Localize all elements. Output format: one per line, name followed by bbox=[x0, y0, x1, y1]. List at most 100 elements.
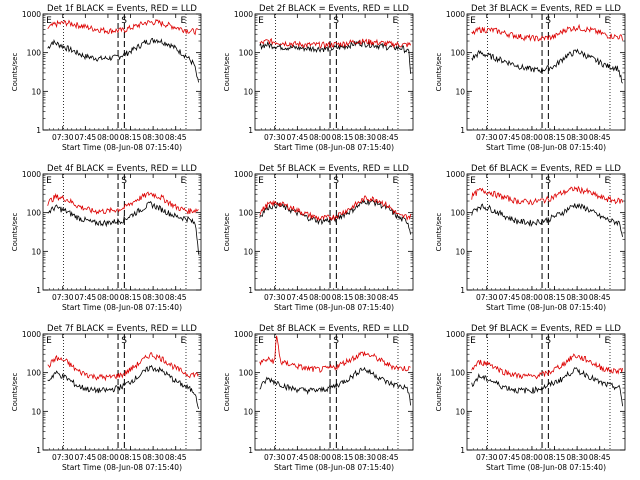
x-tick-label: 07:30 bbox=[476, 133, 498, 142]
event-marker: S bbox=[545, 16, 551, 26]
x-tick-label: 08:30 bbox=[142, 293, 164, 302]
y-tick-label: 1 bbox=[36, 126, 41, 135]
event-marker: E bbox=[258, 176, 264, 186]
y-tick-label: 1000 bbox=[446, 170, 465, 179]
detector-panel-4: Det 4f BLACK = Events, RED = LLD 1 10 100 10… bbox=[11, 164, 202, 312]
x-tick-label: 08:00 bbox=[309, 293, 331, 302]
y-tick-label: 1 bbox=[248, 286, 253, 295]
x-axis-label: Start Time (08-Jun-08 07:15:40) bbox=[486, 463, 606, 472]
x-tick-label: 08:00 bbox=[521, 293, 543, 302]
y-tick-label: 1 bbox=[460, 126, 465, 135]
y-axis-label: Counts/sec bbox=[435, 213, 443, 252]
x-tick-label: 07:30 bbox=[264, 453, 286, 462]
x-tick-label: 08:00 bbox=[521, 133, 543, 142]
x-tick-label: 08:15 bbox=[544, 453, 566, 462]
events-series-line bbox=[47, 37, 199, 83]
y-tick-label: 10 bbox=[455, 87, 465, 96]
x-tick-label: 08:45 bbox=[377, 293, 399, 302]
y-tick-label: 10 bbox=[243, 407, 253, 416]
events-series-line bbox=[259, 366, 411, 406]
events-series-line bbox=[259, 39, 411, 74]
x-axis-label: Start Time (08-Jun-08 07:15:40) bbox=[274, 143, 394, 152]
y-tick-label: 1 bbox=[460, 286, 465, 295]
x-tick-label: 08:00 bbox=[97, 453, 119, 462]
event-marker: S bbox=[545, 336, 551, 346]
lld-series-line bbox=[471, 23, 623, 42]
x-tick-label: 08:15 bbox=[544, 293, 566, 302]
lld-series-line bbox=[259, 195, 411, 222]
plot-frame bbox=[42, 173, 202, 291]
event-marker: E bbox=[392, 336, 398, 346]
x-tick-label: 08:15 bbox=[120, 133, 142, 142]
y-tick-label: 100 bbox=[27, 369, 42, 378]
x-tick-label: 08:45 bbox=[165, 453, 187, 462]
panel-title: Det 5f BLACK = Events, RED = LLD bbox=[259, 164, 409, 174]
plot-frame bbox=[466, 333, 626, 451]
x-tick-label: 07:45 bbox=[75, 293, 97, 302]
panel-title: Det 4f BLACK = Events, RED = LLD bbox=[47, 164, 197, 174]
event-marker: E bbox=[604, 176, 610, 186]
y-tick-label: 10 bbox=[455, 247, 465, 256]
x-axis-label: Start Time (08-Jun-08 07:15:40) bbox=[62, 463, 182, 472]
y-tick-label: 100 bbox=[239, 369, 254, 378]
event-marker: E bbox=[392, 176, 398, 186]
plot-frame bbox=[254, 333, 414, 451]
plot-frame bbox=[254, 13, 414, 131]
y-tick-label: 100 bbox=[27, 209, 42, 218]
y-tick-label: 100 bbox=[451, 209, 466, 218]
event-marker: S bbox=[121, 176, 127, 186]
event-marker: S bbox=[333, 16, 339, 26]
lld-series-line bbox=[471, 185, 623, 206]
x-tick-label: 08:30 bbox=[354, 293, 376, 302]
event-marker: E bbox=[46, 176, 52, 186]
event-marker: E bbox=[258, 336, 264, 346]
event-marker: E bbox=[604, 336, 610, 346]
x-tick-label: 08:15 bbox=[544, 133, 566, 142]
y-tick-label: 1000 bbox=[446, 330, 465, 339]
x-tick-label: 08:15 bbox=[332, 133, 354, 142]
event-marker: E bbox=[180, 336, 186, 346]
y-tick-label: 1000 bbox=[22, 170, 41, 179]
x-tick-label: 07:45 bbox=[287, 133, 309, 142]
y-tick-label: 100 bbox=[239, 49, 254, 58]
panel-title: Det 2f BLACK = Events, RED = LLD bbox=[259, 4, 409, 14]
lld-series-line bbox=[471, 353, 623, 380]
event-marker: S bbox=[545, 176, 551, 186]
x-tick-label: 08:30 bbox=[354, 133, 376, 142]
x-tick-label: 07:45 bbox=[75, 133, 97, 142]
events-series-line bbox=[471, 202, 623, 237]
lld-series-line bbox=[47, 352, 199, 382]
y-tick-label: 10 bbox=[31, 87, 41, 96]
x-tick-label: 08:45 bbox=[589, 133, 611, 142]
events-series-line bbox=[471, 48, 623, 84]
event-marker: S bbox=[121, 336, 127, 346]
events-series-line bbox=[47, 200, 199, 255]
x-tick-label: 07:45 bbox=[287, 453, 309, 462]
event-marker: S bbox=[333, 336, 339, 346]
event-marker: E bbox=[470, 16, 476, 26]
x-axis-label: Start Time (08-Jun-08 07:15:40) bbox=[486, 303, 606, 312]
detector-panel-3: Det 3f BLACK = Events, RED = LLD 1 10 100 10… bbox=[435, 4, 626, 152]
event-marker: E bbox=[470, 336, 476, 346]
y-tick-label: 1 bbox=[248, 446, 253, 455]
events-series-line bbox=[259, 199, 411, 235]
x-tick-label: 08:30 bbox=[566, 293, 588, 302]
y-tick-label: 100 bbox=[239, 209, 254, 218]
x-tick-label: 08:45 bbox=[377, 133, 399, 142]
detector-panel-5: Det 5f BLACK = Events, RED = LLD 1 10 100 10… bbox=[223, 164, 414, 312]
x-tick-label: 07:30 bbox=[476, 453, 498, 462]
x-tick-label: 08:15 bbox=[332, 453, 354, 462]
x-axis-label: Start Time (08-Jun-08 07:15:40) bbox=[62, 303, 182, 312]
x-axis-label: Start Time (08-Jun-08 07:15:40) bbox=[62, 143, 182, 152]
x-tick-label: 07:30 bbox=[476, 293, 498, 302]
x-tick-label: 08:00 bbox=[309, 453, 331, 462]
x-tick-label: 07:45 bbox=[287, 293, 309, 302]
x-tick-label: 07:45 bbox=[499, 293, 521, 302]
panel-title: Det 8f BLACK = Events, RED = LLD bbox=[259, 324, 409, 334]
y-tick-label: 1 bbox=[248, 126, 253, 135]
x-tick-label: 07:45 bbox=[75, 453, 97, 462]
x-tick-label: 07:45 bbox=[499, 453, 521, 462]
y-tick-label: 10 bbox=[31, 247, 41, 256]
y-tick-label: 10 bbox=[455, 407, 465, 416]
